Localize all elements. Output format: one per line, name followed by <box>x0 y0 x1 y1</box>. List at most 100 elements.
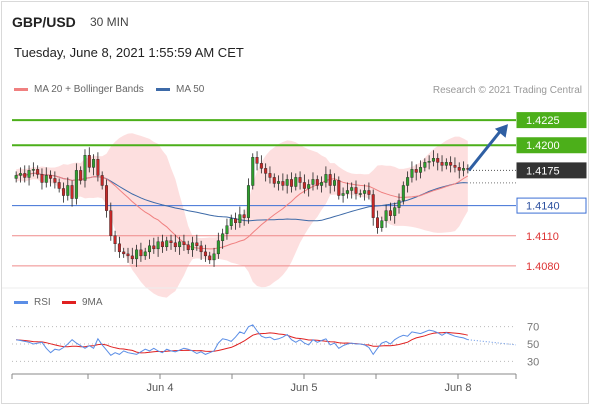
candle-body <box>117 243 121 253</box>
candle-body <box>126 253 130 257</box>
candle-body <box>251 157 255 186</box>
candle-body <box>264 168 268 174</box>
timeframe-label: 30 MIN <box>90 15 129 29</box>
candle-body <box>281 181 285 186</box>
x-tick-label: Jun 4 <box>147 382 174 394</box>
rsi-9ma-line <box>16 331 468 354</box>
datetime-label: Tuesday, June 8, 2021 1:55:59 AM CET <box>14 45 244 60</box>
candle-body <box>289 179 293 187</box>
level-label-1-4175: 1.4175 <box>526 165 560 177</box>
candle-body <box>109 210 113 236</box>
candle-body <box>173 242 177 248</box>
level-label-1-4200: 1.4200 <box>526 140 560 152</box>
credit-label: Research © 2021 Trading Central <box>432 85 582 96</box>
candle-body <box>104 185 108 211</box>
candle-body <box>66 185 70 196</box>
candle-body <box>186 244 190 251</box>
candle-body <box>449 162 453 166</box>
candle-body <box>195 242 199 247</box>
candle-body <box>169 240 173 244</box>
candle-body <box>414 169 418 173</box>
candle-body <box>393 207 397 216</box>
candle-body <box>18 173 22 176</box>
candle-body <box>350 187 354 191</box>
candle-body <box>216 240 220 255</box>
x-tick-label: Jun 8 <box>445 382 472 394</box>
candle-body <box>23 173 27 178</box>
target-arrow-head <box>494 124 508 138</box>
candle-body <box>221 233 225 241</box>
symbol-label: GBP/USD <box>12 14 76 30</box>
rsi9ma-swatch <box>62 300 76 304</box>
legend-ma20: MA 20 + Bollinger Bands <box>14 84 144 95</box>
candle-body <box>380 220 384 228</box>
candle-body <box>191 242 195 251</box>
rsi-tick-50: 50 <box>527 339 539 351</box>
candle-body <box>453 165 457 168</box>
candle-body <box>457 167 461 171</box>
candle-body <box>410 169 414 178</box>
candle-body <box>345 190 349 194</box>
candle-body <box>203 251 207 257</box>
candle-body <box>31 169 35 171</box>
candle-body <box>79 170 83 181</box>
candle-body <box>49 175 53 179</box>
candle-body <box>358 193 362 195</box>
candle-body <box>307 184 311 189</box>
candle-body <box>135 249 139 260</box>
candle-body <box>36 169 40 175</box>
rsi-swatch <box>14 300 28 304</box>
rsi-tick-30: 30 <box>527 356 539 368</box>
candle-body <box>294 177 298 187</box>
level-label-1-4110: 1.4110 <box>526 231 559 243</box>
candle-body <box>431 158 435 162</box>
candle-body <box>229 218 233 226</box>
candle-body <box>74 170 78 199</box>
candle-body <box>259 163 263 169</box>
rsi-tick-70: 70 <box>527 322 539 334</box>
candle-body <box>139 249 143 257</box>
candle-body <box>302 182 306 189</box>
candle-body <box>406 177 410 186</box>
legend-rsi-label: RSI <box>34 297 51 308</box>
candle-body <box>100 175 104 186</box>
candle-body <box>272 177 276 184</box>
level-label-1-4175-box <box>516 162 587 179</box>
ma50-swatch <box>156 87 170 91</box>
ma20-line <box>16 172 469 250</box>
legend-rsi9ma: 9MA <box>62 297 103 308</box>
candle-body <box>234 218 238 223</box>
candle-body <box>285 179 289 186</box>
legend-rsi9ma-label: 9MA <box>82 297 103 308</box>
candle-body <box>14 175 18 179</box>
candle-body <box>246 185 250 218</box>
candle-body <box>152 245 156 250</box>
candle-body <box>61 188 65 196</box>
legend-rsi: RSI <box>14 297 51 308</box>
candle-body <box>96 159 100 176</box>
candle-body <box>83 155 87 181</box>
candle-body <box>436 158 440 163</box>
candle-body <box>328 174 332 186</box>
candles <box>14 147 470 267</box>
candle-body <box>148 245 152 253</box>
candle-body <box>92 159 96 168</box>
candle-body <box>462 168 466 171</box>
legend-ma20-label: MA 20 + Bollinger Bands <box>34 84 144 95</box>
candle-body <box>87 155 91 168</box>
candle-body <box>333 180 336 186</box>
candle-body <box>208 255 212 261</box>
level-label-1-4140: 1.4140 <box>526 201 560 213</box>
candle-body <box>242 214 246 218</box>
candle-body <box>238 214 242 223</box>
candle-body <box>113 235 117 245</box>
candle-body <box>130 255 134 260</box>
candle-body <box>165 240 169 248</box>
legend-ma50: MA 50 <box>156 84 204 95</box>
candle-body <box>122 251 126 255</box>
level-label-1-4200-box <box>516 137 587 154</box>
candle-body <box>27 170 31 178</box>
candle-body <box>324 174 328 183</box>
